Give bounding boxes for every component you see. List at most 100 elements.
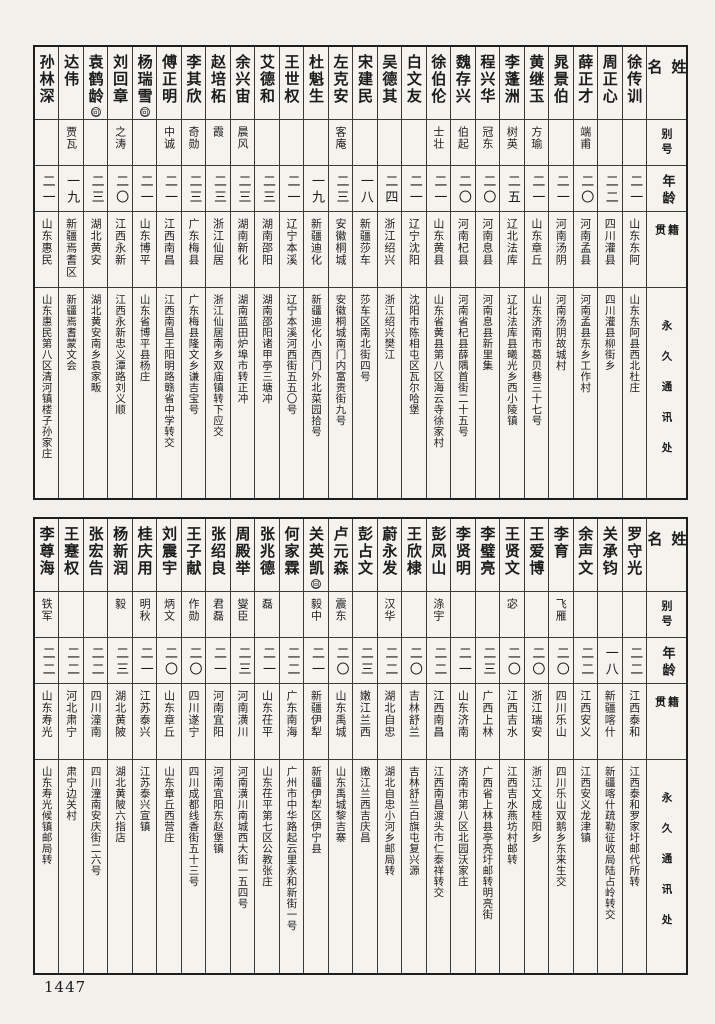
person-address: 浙江文成桂阳乡 — [524, 759, 549, 973]
person-address: 浙江绍兴樊江 — [377, 287, 402, 498]
header-age-label: 年龄 — [647, 165, 686, 211]
person-column: 杜魁生 一九 新疆迪化 新疆迪化小西门外北菜园拾号 — [303, 47, 328, 498]
person-name: 彭凤山 — [429, 526, 448, 577]
person-alias: 震东 — [328, 591, 353, 637]
header-native-label: 籍贯 — [647, 683, 686, 759]
person-age: 一八 — [598, 637, 622, 683]
person-native: 河南潢川 — [230, 683, 255, 759]
header-column: 姓名 别号 年龄 籍贯 永久通讯处 — [646, 47, 686, 498]
person-native: 四川潼南 — [83, 683, 108, 759]
person-alias — [451, 591, 475, 637]
person-age: 二二 — [59, 637, 83, 683]
person-native: 新疆迪化 — [304, 211, 328, 287]
person-alias — [402, 119, 426, 165]
person-alias: 涤宇 — [426, 591, 451, 637]
person-name: 魏存兴 — [453, 54, 472, 105]
person-column: 余声文 二二 江西安义 江西安义龙津镇 — [572, 519, 598, 973]
person-address: 山东禹城黎吉寨 — [328, 759, 353, 973]
person-address: 河南汤阴故城村 — [549, 287, 573, 498]
person-alias: 端甫 — [573, 119, 598, 165]
person-column: 张宏告 二二 四川潼南 四川潼南安庆街二六号 — [82, 519, 108, 973]
person-column: 杨新润毅二三 湖北黄陂 湖北黄陂六指店 — [107, 519, 132, 973]
person-age: 二三 — [206, 165, 230, 211]
person-alias — [402, 591, 426, 637]
person-age: 二一 — [402, 165, 426, 211]
person-age: 二二 — [34, 637, 59, 683]
person-name: 余声文 — [576, 526, 595, 577]
person-address: 吉林舒兰白旗屯复兴源 — [402, 759, 426, 973]
person-column: 徐伯伦 士壮 二一 山东黄县 山东省黄县第八区海云寺徐家村 — [425, 47, 451, 498]
person-name: 李育 — [551, 526, 570, 560]
person-native: 湖南新化 — [230, 211, 255, 287]
person-name: 何家霖 — [282, 526, 301, 577]
person-name: 王子献 — [184, 526, 203, 577]
person-alias: 毅中 — [304, 591, 328, 637]
person-age: 二一 — [279, 165, 304, 211]
person-native: 江苏泰兴 — [132, 683, 157, 759]
person-native: 广东梅县 — [181, 211, 206, 287]
person-column: 薛正才 端甫 二〇 河南孟县 河南孟县东乡工作村 — [572, 47, 598, 498]
person-alias: 冠东 — [475, 119, 500, 165]
person-age: 二二 — [377, 637, 402, 683]
person-alias — [34, 119, 59, 165]
person-native: 山东茌平 — [255, 683, 279, 759]
header-alias-label: 别号 — [647, 119, 686, 165]
person-name: 宋建民 — [355, 54, 374, 105]
person-address: 广西省上林县亭亮圩邮转明亮街 — [475, 759, 500, 973]
person-name: 王蹇权 — [62, 526, 81, 577]
person-address: 山东章丘西营庄 — [157, 759, 181, 973]
person-address: 广州市中华路起云里永和新街一号 — [279, 759, 304, 973]
person-column: 李尊海 铁军 二二 山东寿光 山东寿光候镇邮局转 — [34, 519, 59, 973]
person-column: 袁鹤龄回 二三 湖北黄安 湖北黄安南乡袁家畈 — [82, 47, 108, 498]
person-age: 二三 — [353, 637, 377, 683]
person-alias: 作勋 — [181, 591, 206, 637]
person-column: 李其欣 奇勋 二三 广东梅县 广东梅县隆文乡谦吉宝号 — [180, 47, 206, 498]
person-name: 桂庆用 — [135, 526, 154, 577]
person-age: 二〇 — [475, 165, 500, 211]
person-name: 赵培柘 — [209, 54, 228, 105]
person-native: 河南宜阳 — [206, 683, 230, 759]
person-column: 周殿举 燮臣 二三 河南潢川 河南潢川南城西大街一五四号 — [229, 519, 255, 973]
person-age: 二二 — [83, 637, 108, 683]
person-column: 李贤明 二一 山东济南 济南市第八区北园沃家庄 — [450, 519, 475, 973]
person-address: 新疆迪化小西门外北菜园拾号 — [304, 287, 328, 498]
person-age: 二三 — [255, 165, 279, 211]
person-name: 彭占文 — [355, 526, 374, 577]
person-name: 李其欣 — [184, 54, 203, 105]
person-name: 艾德和 — [258, 54, 276, 105]
person-name: 孙林深 — [37, 54, 56, 105]
person-native: 江西吉水 — [500, 683, 524, 759]
person-native: 嫩江兰西 — [353, 683, 377, 759]
person-column: 周正心 二二 四川灌县 四川灌县柳街乡 — [597, 47, 622, 498]
page-number: 1447 — [44, 978, 87, 996]
person-native: 四川遂宁 — [181, 683, 206, 759]
person-alias: 方瑜 — [524, 119, 549, 165]
person-column: 左克安 客庵 二三 安徽桐城 安徽桐城南门内富贵街九号 — [327, 47, 353, 498]
person-age: 二一 — [304, 637, 328, 683]
person-native: 浙江绍兴 — [377, 211, 402, 287]
person-address: 江西安义龙津镇 — [573, 759, 598, 973]
person-age: 二〇 — [181, 637, 206, 683]
person-column: 何家霖 二二 广东南海 广州市中华路起云里永和新街一号 — [278, 519, 304, 973]
person-address: 山东茌平第七区公教张庄 — [255, 759, 279, 973]
person-name: 李尊海 — [37, 526, 56, 577]
header-address-label: 永久通讯处 — [647, 759, 686, 973]
person-age: 二一 — [451, 637, 475, 683]
person-alias: 客庵 — [328, 119, 353, 165]
person-alias: 霞 — [206, 119, 230, 165]
person-address: 江西泰和罗家圩邮代所转 — [622, 759, 646, 973]
person-age: 二一 — [524, 165, 549, 211]
person-alias: 君磊 — [206, 591, 230, 637]
person-name: 余兴宙 — [233, 54, 252, 105]
person-native: 河南杞县 — [451, 211, 475, 287]
person-age: 二二 — [622, 637, 646, 683]
person-native: 辽北法库 — [500, 211, 524, 287]
person-address: 新疆焉耆蒙文会 — [59, 287, 83, 498]
person-age: 二〇 — [157, 637, 181, 683]
person-alias: 晨风 — [230, 119, 255, 165]
person-address: 湖北自忠小河乡邮局转 — [377, 759, 402, 973]
person-age: 二〇 — [500, 637, 524, 683]
directory-table-bottom: 姓名 别号 年龄 籍贯 永久通讯处 罗守光 二二 江西泰和 江西泰和罗家圩邮代所转 关承钧 一八 新疆… — [33, 517, 688, 975]
person-address: 浙江仙居南乡双庙镇转下应交 — [206, 287, 230, 498]
